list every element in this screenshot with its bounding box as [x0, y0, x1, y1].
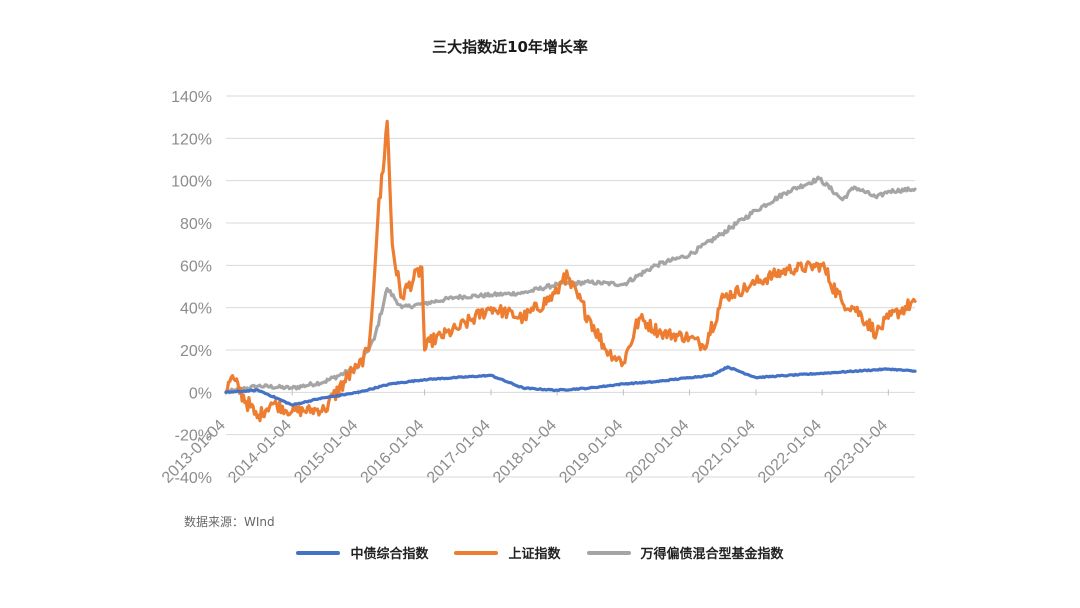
- y-tick-label: -40%: [175, 470, 212, 487]
- x-tick-label: 2020-01-04: [623, 417, 693, 487]
- y-tick-label: 40%: [180, 301, 212, 318]
- y-tick-label: 100%: [171, 174, 212, 191]
- x-tick-label: 2022-01-04: [755, 417, 825, 487]
- y-tick-label: 20%: [180, 343, 212, 360]
- y-tick-label: 140%: [171, 89, 212, 106]
- legend-label-hybrid: 万得偏债混合型基金指数: [640, 547, 784, 562]
- x-tick-label: 2014-01-04: [225, 417, 295, 487]
- y-axis-ticks: -40% -20% 0% 20% 40% 60% 80% 100% 120% 140%: [171, 89, 212, 487]
- legend-label-shanghai: 上证指数: [508, 547, 561, 562]
- x-tick-label: 2016-01-04: [358, 417, 428, 487]
- series-line-shanghai: [224, 119, 917, 423]
- gridlines: [226, 95, 915, 478]
- y-tick-label: -20%: [175, 428, 212, 445]
- x-tick-label: 2018-01-04: [490, 417, 560, 487]
- chart-title: 三大指数近10年增长率: [432, 38, 588, 56]
- series-line-bond: [224, 365, 917, 407]
- y-tick-label: 0%: [189, 385, 212, 402]
- x-tick-label: 2015-01-04: [291, 417, 361, 487]
- y-tick-label: 80%: [180, 216, 212, 233]
- legend-swatch-bond: [296, 550, 341, 555]
- x-axis-ticks: 2013-01-042014-01-042015-01-042016-01-04…: [159, 389, 891, 487]
- source-note: 数据来源：WInd: [184, 515, 275, 529]
- y-tick-label: 60%: [180, 258, 212, 275]
- x-tick-label: 2023-01-04: [821, 417, 891, 487]
- legend: 中债综合指数 上证指数 万得偏债混合型基金指数: [0, 543, 1080, 562]
- legend-item-bond: 中债综合指数: [296, 543, 428, 562]
- legend-swatch-shanghai: [454, 550, 499, 555]
- legend-swatch-hybrid: [586, 550, 631, 555]
- y-tick-label: 120%: [171, 131, 212, 148]
- x-tick-label: 2021-01-04: [689, 417, 759, 487]
- x-tick-label: 2019-01-04: [556, 417, 626, 487]
- legend-item-hybrid: 万得偏债混合型基金指数: [586, 543, 784, 562]
- legend-label-bond: 中债综合指数: [350, 547, 429, 562]
- series-lines: [224, 119, 917, 423]
- x-tick-label: 2017-01-04: [424, 417, 494, 487]
- legend-item-shanghai: 上证指数: [454, 543, 561, 562]
